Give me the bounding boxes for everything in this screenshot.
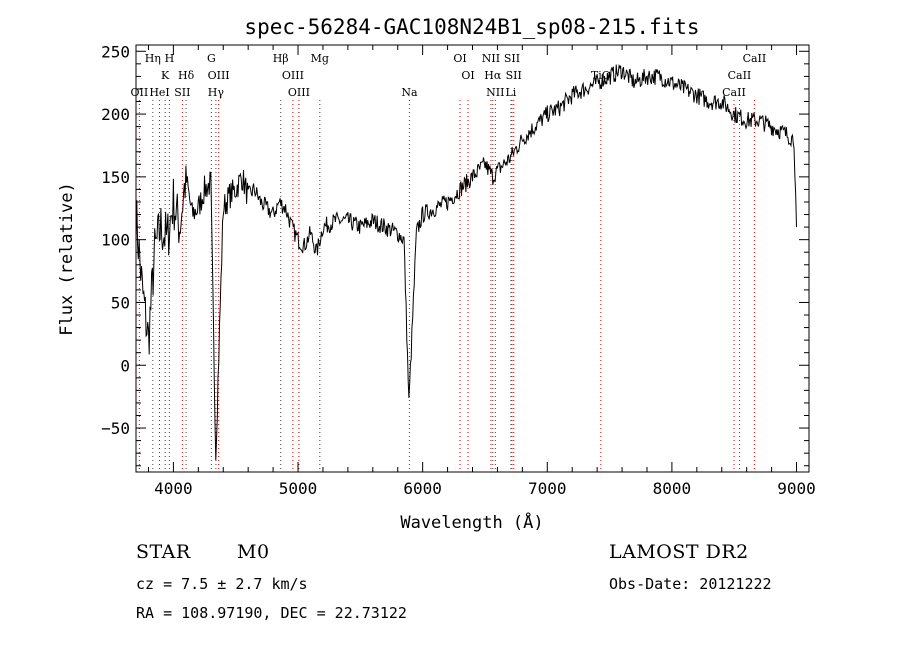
y-tick-label: 0 — [120, 356, 130, 375]
redshift-velocity: cz = 7.5 ± 2.7 km/s — [136, 575, 308, 593]
observation-date: Obs-Date: 20121222 — [609, 575, 772, 593]
y-tick-label: −50 — [101, 419, 130, 438]
spectral-line-label-20: SII — [506, 69, 522, 82]
spectral-line-label-17: NII — [482, 52, 500, 65]
spectral-line-label-0: OII — [131, 86, 149, 99]
survey-name: LAMOST DR2 — [609, 541, 749, 563]
spectral-line-label-2: H — [165, 52, 175, 65]
x-tick-label: 4000 — [154, 479, 193, 498]
spectral-line-label-3: K — [161, 69, 170, 82]
x-tick-label: 9000 — [777, 479, 816, 498]
y-tick-label: 200 — [101, 105, 130, 124]
x-tick-label: 5000 — [279, 479, 318, 498]
spectral-line-label-24: CaII — [743, 52, 767, 65]
spectral-line-label-1: Hη — [145, 52, 161, 65]
axis-ticks: 4000 5000 6000 7000 8000 9000 −50 0 50 100 150 200 2… — [101, 42, 816, 498]
spectral-line-label-6: Hδ — [178, 69, 195, 82]
spectral-line-label-19: Hα — [484, 69, 502, 82]
spectral-line-label-18: SII — [504, 52, 520, 65]
spectral-line-label-14: Na — [401, 86, 418, 99]
spectral-line-label-22: Li — [505, 86, 516, 99]
object-subclass: M0 — [237, 541, 270, 563]
spectral-line-label-21: NII — [486, 86, 504, 99]
x-tick-label: 8000 — [653, 479, 692, 498]
y-tick-label: 50 — [111, 293, 130, 312]
spectral-line-label-26: CaII — [722, 86, 746, 99]
spectral-line-label-7: G — [207, 52, 216, 65]
spectral-line-label-4: HeI — [149, 86, 169, 99]
plot-frame — [135, 44, 810, 473]
spectral-line-label-16: OI — [461, 69, 474, 82]
spectral-line-label-10: Hβ — [273, 52, 289, 65]
spectral-line-markers: OII Hη HK HeI SII Hδ G OIII Hγ Hβ OIII OIII Mg Na OI OI… — [131, 52, 767, 472]
spectral-line-label-13: Mg — [311, 52, 329, 65]
y-tick-label: 250 — [101, 42, 130, 61]
x-tick-label: 7000 — [528, 479, 567, 498]
object-class: STAR — [136, 541, 191, 563]
spectral-line-label-25: CaII — [728, 69, 752, 82]
y-tick-label: 100 — [101, 231, 130, 250]
x-tick-label: 6000 — [403, 479, 442, 498]
spectral-line-label-15: OI — [453, 52, 466, 65]
spectral-line-label-5: SII — [174, 86, 190, 99]
spectral-line-label-11: OIII — [282, 69, 304, 82]
y-axis-label: Flux (relative) — [57, 182, 77, 336]
chart-title: spec-56284-GAC108N24B1_sp08-215.fits — [244, 15, 699, 39]
spectrum-series-line — [135, 63, 797, 461]
spectral-line-label-12: OIII — [288, 86, 310, 99]
x-axis-label: Wavelength (Å) — [400, 511, 543, 533]
spectral-line-label-9: Hγ — [208, 86, 225, 99]
ra-dec-coordinates: RA = 108.97190, DEC = 22.73122 — [136, 604, 407, 622]
y-tick-label: 150 — [101, 168, 130, 187]
spectral-line-label-8: OIII — [208, 69, 230, 82]
